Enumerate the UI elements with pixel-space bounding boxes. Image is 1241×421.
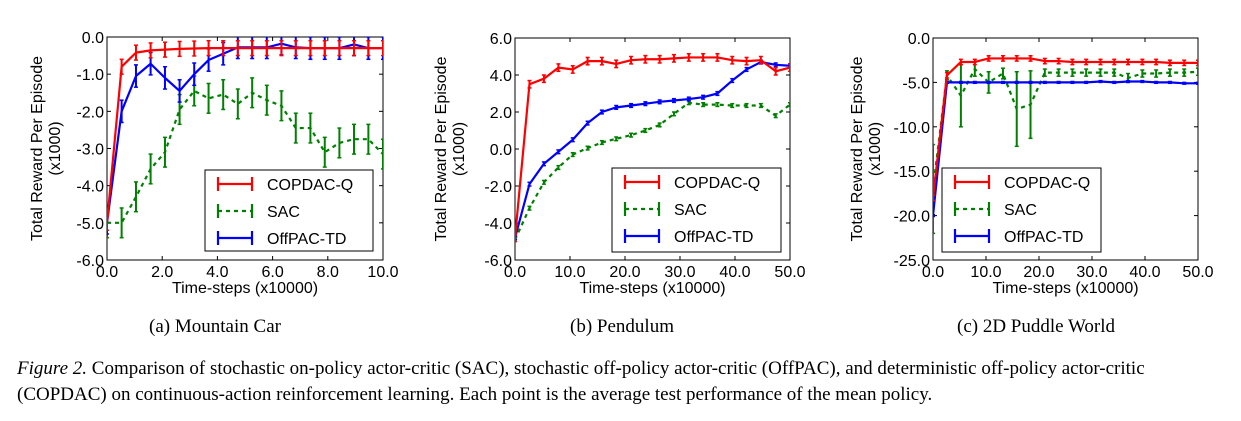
y-axis-label: (x1000) [47,121,64,175]
y-axis-label: (x1000) [451,122,468,176]
axes: 6.04.02.00.0-2.0-4.0-6.00.0 10.0 20.0 30.0 4… [433,31,806,297]
y-tick-label: 0.0 [908,31,930,48]
y-tick-label: -20.0 [894,209,931,226]
x-axis-label: Time-steps (x10000) [579,280,725,297]
x-tick-label: 40.0 [1129,264,1160,281]
legend-label: SAC [1004,202,1037,219]
series-line [515,60,790,239]
y-tick-label: 4.0 [490,68,512,85]
legend-label: COPDAC-Q [674,175,760,192]
y-tick-label: 6.0 [490,31,512,48]
legend-label: OffPAC-TD [267,231,346,248]
legend-label: COPDAC-Q [267,177,353,194]
legend-label: SAC [674,202,707,219]
y-tick-label: -4.0 [484,216,512,233]
y-tick-label: -10.0 [894,120,931,137]
x-tick-label: 40.0 [719,264,750,281]
y-tick-label: 0.0 [490,142,512,159]
y-tick-label: -15.0 [894,164,931,181]
plot-frame [514,37,791,261]
y-axis-label: Total Reward Per Episode [849,56,866,241]
x-tick-label: 10.0 [554,264,585,281]
x-tick-label: 10.0 [970,264,1001,281]
legend: COPDAC-Q SAC OffPAC-TD [204,169,374,252]
y-tick-label: 2.0 [490,105,512,122]
x-tick-label: 0.0 [922,264,944,281]
x-tick-label: 2.0 [151,264,173,281]
series-line [515,101,790,241]
x-tick-label: 50.0 [1182,264,1213,281]
legend-label: SAC [267,204,300,221]
y-tick-label: -1.0 [76,67,104,84]
y-tick-label: 0.0 [82,30,104,47]
x-tick-label: 10.0 [367,264,398,281]
series-copdac-q [107,39,383,232]
y-tick-label: -4.0 [76,179,104,196]
series-line [933,57,1198,198]
y-axis-label: Total Reward Per Episode [433,56,450,241]
figure-label: Figure 2. [17,358,88,379]
chart-1: 0.0-1.0-2.0-3.0-4.0-5.0-6.00.0 2.0 4.0 6.0 8… [29,30,399,297]
y-tick-label: -6.0 [76,253,104,270]
y-tick-label: -6.0 [484,253,512,270]
series-sac [515,100,790,243]
plot-area [515,52,790,243]
series-copdac-q [515,52,790,243]
chart-3: 0.0-5.0-10.0-15.0-20.0-25.00.0 10.0 20.0 30… [849,31,1214,297]
y-tick-label: -2.0 [484,179,512,196]
subcaption-a: (a) Mountain Car [149,316,281,337]
x-tick-label: 0.0 [96,264,118,281]
x-tick-label: 20.0 [609,264,640,281]
series-offpac-td [933,79,1198,218]
series-line [933,80,1198,216]
y-tick-label: -2.0 [76,104,104,121]
x-tick-label: 50.0 [774,264,805,281]
caption-text: Comparison of stochastic on-policy actor… [17,358,1145,405]
axes: 0.0-1.0-2.0-3.0-4.0-5.0-6.00.0 2.0 4.0 6.0 8… [29,30,399,297]
series-line [515,56,790,238]
plot-area [933,55,1198,235]
series-line [107,89,383,224]
series-line [107,47,383,223]
y-tick-label: -5.0 [902,75,930,92]
x-tick-label: 6.0 [261,264,283,281]
subcaption-b: (b) Pendulum [570,316,674,337]
legend-label: COPDAC-Q [1004,175,1090,192]
legend-label: OffPAC-TD [1004,229,1083,246]
x-tick-label: 4.0 [206,264,228,281]
x-tick-label: 0.0 [504,264,526,281]
x-axis-label: Time-steps (x10000) [172,280,318,297]
plot-area [107,37,383,239]
y-tick-label: -25.0 [894,253,931,270]
subcaption-c: (c) 2D Puddle World [956,316,1116,337]
y-tick-label: -5.0 [76,216,104,233]
series-line [933,67,1198,190]
x-tick-label: 20.0 [1023,264,1054,281]
y-axis-label: (x1000) [867,122,884,176]
legend-label: OffPAC-TD [674,229,753,246]
y-axis-label: Total Reward Per Episode [29,56,46,241]
y-tick-label: -3.0 [76,142,104,159]
axes: 0.0-5.0-10.0-15.0-20.0-25.00.0 10.0 20.0 30… [849,31,1214,297]
x-tick-label: 8.0 [317,264,339,281]
x-tick-label: 30.0 [664,264,695,281]
figure-caption: Figure 2. Comparison of stochastic on-po… [17,356,1232,408]
legend: COPDAC-Q SAC OffPAC-TD [611,167,782,253]
legend: COPDAC-Q SAC OffPAC-TD [941,167,1102,253]
series-copdac-q [933,55,1198,202]
chart-2: 6.04.02.00.0-2.0-4.0-6.00.0 10.0 20.0 30.0 4… [433,31,806,297]
x-tick-label: 30.0 [1076,264,1107,281]
x-axis-label: Time-steps (x10000) [992,280,1138,297]
